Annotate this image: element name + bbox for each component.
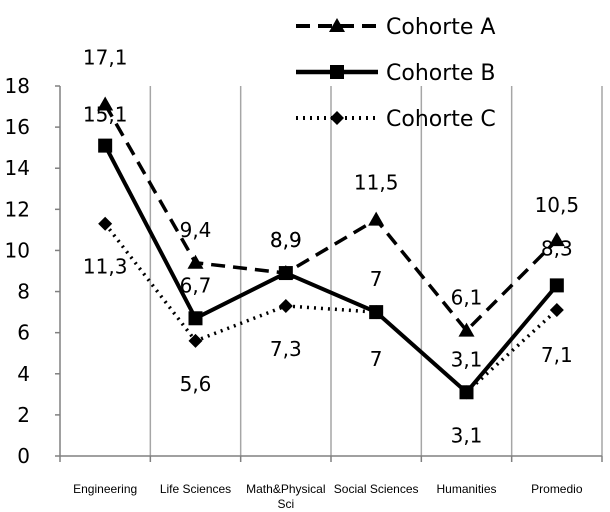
series-point-1 xyxy=(549,278,564,293)
data-label: 9,4 xyxy=(180,218,212,242)
x-category-label: Engineering xyxy=(73,482,137,496)
y-tick-label: 12 xyxy=(5,197,30,221)
data-label: 11,5 xyxy=(354,171,399,195)
series-point-0 xyxy=(368,211,385,226)
x-category-label: Math&Physical Sci xyxy=(246,482,325,511)
data-label: 11,3 xyxy=(83,255,128,279)
series-point-2 xyxy=(369,305,384,320)
series-point-1 xyxy=(98,138,113,153)
x-category-label: Life Sciences xyxy=(160,482,231,496)
legend-marker xyxy=(330,111,344,125)
data-label: 10,5 xyxy=(535,193,580,217)
y-tick-label: 4 xyxy=(17,362,30,386)
x-category-label: Humanities xyxy=(436,482,496,496)
y-axis-ticks: 0 2 4 6 8 10 12 14 16 18 xyxy=(5,74,60,468)
y-tick-label: 16 xyxy=(5,115,30,139)
y-tick-label: 18 xyxy=(5,74,30,98)
data-label: 7,3 xyxy=(270,337,302,361)
chart-series xyxy=(97,96,565,400)
series-line-2 xyxy=(103,222,559,395)
series-point-1 xyxy=(188,311,203,326)
legend-label: Cohorte A xyxy=(386,15,495,40)
data-label: 6,7 xyxy=(180,273,212,297)
legend-item: Cohorte B xyxy=(296,61,496,86)
data-label: 8,3 xyxy=(541,236,573,260)
y-tick-label: 2 xyxy=(17,403,30,427)
series-point-0 xyxy=(187,254,204,269)
legend-label: Cohorte C xyxy=(386,107,496,132)
y-tick-label: 0 xyxy=(17,444,30,468)
series-point-1 xyxy=(278,266,293,281)
x-axis-categories: Engineering Life Sciences Math&Physical Sci… xyxy=(59,456,603,511)
legend-item: Cohorte A xyxy=(296,15,495,40)
x-category-label: Promedio xyxy=(531,482,583,496)
y-tick-label: 6 xyxy=(17,321,30,345)
data-label: 7,1 xyxy=(541,343,573,367)
series-line-1 xyxy=(103,144,559,395)
data-label: 3,1 xyxy=(451,347,483,371)
data-label: 5,6 xyxy=(180,372,212,396)
data-label: 8,9 xyxy=(270,228,302,252)
y-tick-label: 10 xyxy=(5,238,30,262)
data-label: 6,1 xyxy=(451,286,483,310)
series-point-2 xyxy=(278,298,293,313)
data-label: 7 xyxy=(370,267,383,291)
series-point-2 xyxy=(98,216,113,231)
chart-grid xyxy=(149,86,603,456)
data-label: 8,9 xyxy=(270,228,302,252)
series-point-2 xyxy=(188,333,203,348)
series-point-2 xyxy=(459,385,474,400)
data-label: 3,1 xyxy=(451,423,483,447)
legend-item: Cohorte C xyxy=(296,107,496,132)
data-label: 17,1 xyxy=(83,46,128,70)
x-category-label: Social Sciences xyxy=(334,482,419,496)
legend-label: Cohorte B xyxy=(386,61,496,86)
legend-marker xyxy=(329,18,345,32)
y-tick-label: 14 xyxy=(5,156,30,180)
data-labels: 17,19,4 8,911,56,110,515,16,78,973,18,311… xyxy=(83,46,579,448)
legend-marker xyxy=(330,65,344,79)
chart-legend: Cohorte A Cohorte B Cohorte C xyxy=(296,15,496,132)
data-label: 15,1 xyxy=(83,103,128,127)
series-point-2 xyxy=(549,303,564,318)
series-point-0 xyxy=(458,322,475,337)
series-point-0 xyxy=(97,96,114,111)
series-point-0 xyxy=(548,232,565,247)
y-tick-label: 8 xyxy=(17,280,30,304)
data-label: 7 xyxy=(370,347,383,371)
